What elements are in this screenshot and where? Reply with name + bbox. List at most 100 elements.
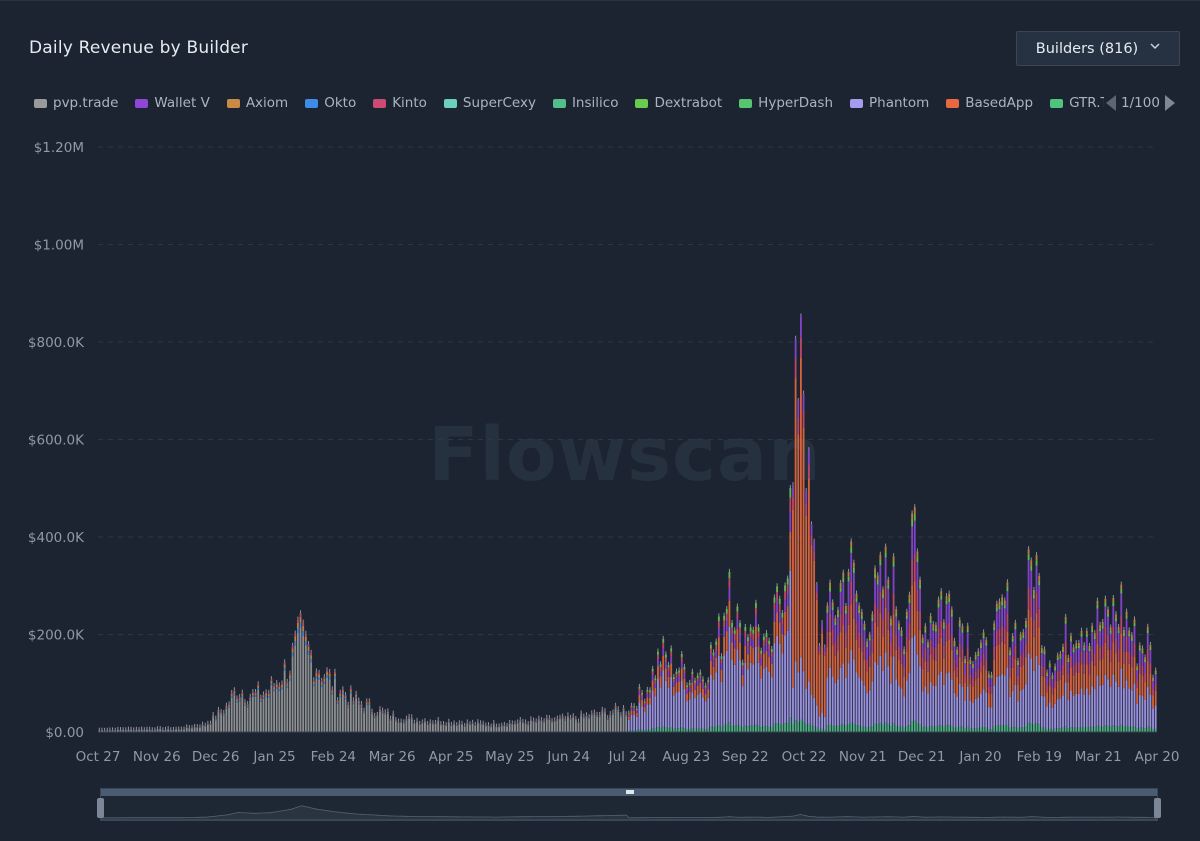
bar-segment — [874, 602, 876, 623]
range-navigator[interactable] — [97, 788, 1161, 821]
bar-segment — [1038, 724, 1041, 732]
bar-segment — [1030, 560, 1033, 566]
bar-segment — [381, 710, 384, 712]
bar-segment — [1043, 649, 1046, 652]
bar-segment — [1104, 598, 1107, 603]
bar-segment — [847, 624, 850, 664]
legend-item-axiom[interactable]: Axiom — [226, 95, 288, 111]
bar-segment — [612, 713, 614, 715]
bar-segment — [680, 654, 683, 658]
bar-segment — [868, 727, 871, 732]
bar-segment — [1083, 645, 1086, 648]
bar-segment — [418, 724, 421, 732]
bar-segment — [723, 636, 726, 656]
legend-item-phantom[interactable]: Phantom — [850, 95, 929, 111]
bar-segment — [386, 711, 389, 714]
bar-segment — [1141, 650, 1144, 654]
bar-segment — [1141, 727, 1144, 732]
bar-segment — [667, 676, 670, 688]
bar-segment — [1120, 633, 1123, 669]
bar-segment — [964, 728, 966, 732]
bar-segment — [233, 695, 236, 732]
bar-segment — [236, 701, 238, 703]
navigator-right-handle[interactable] — [1154, 798, 1161, 818]
bar-segment — [1017, 665, 1019, 676]
bar-segment — [884, 607, 887, 653]
bar-segment — [355, 694, 358, 697]
bar-segment — [752, 648, 755, 665]
bar-segment — [519, 720, 522, 721]
bar-segment — [980, 727, 982, 732]
bar-segment — [717, 725, 720, 732]
bar-segment — [815, 599, 818, 706]
legend-item-dextrabot[interactable]: Dextrabot — [635, 95, 722, 111]
legend-item-pvp-trade[interactable]: pvp.trade — [34, 95, 118, 111]
bar-segment — [609, 715, 612, 717]
navigator-scrollbar[interactable] — [101, 789, 1157, 796]
bar-segment — [768, 671, 771, 727]
legend-item-supercexy[interactable]: SuperCexy — [443, 95, 536, 111]
bar-segment — [484, 726, 487, 732]
bar-segment — [1043, 696, 1046, 728]
bar-segment — [670, 651, 673, 657]
bar-segment — [402, 723, 405, 732]
bar-segment — [831, 602, 834, 607]
bar-segment — [606, 718, 609, 720]
bar-segment — [148, 730, 151, 732]
bar-segment — [596, 716, 598, 717]
bar-segment — [964, 663, 966, 675]
bar-segment — [1046, 692, 1049, 707]
bar-segment — [670, 676, 673, 727]
bar-segment — [199, 727, 201, 732]
bar-segment — [169, 730, 172, 732]
navigator-left-handle[interactable] — [97, 798, 104, 818]
bar-segment — [646, 697, 649, 705]
bar-segment — [778, 622, 781, 644]
bar-segment — [940, 620, 943, 638]
bar-segment — [138, 730, 140, 732]
legend-item-insilico[interactable]: Insilico — [552, 95, 618, 111]
bar-segment — [230, 696, 233, 698]
bar-segment — [1075, 672, 1078, 694]
legend-item-okto[interactable]: Okto — [305, 95, 356, 111]
legend-next-page-icon[interactable] — [1164, 95, 1175, 111]
bar-segment — [368, 703, 371, 706]
bar-segment — [222, 715, 225, 732]
bar-segment — [757, 637, 760, 647]
navigator-grip-icon[interactable] — [626, 790, 634, 794]
legend-item-gtr-tl[interactable]: GTR.Tl — [1050, 95, 1104, 111]
bar-segment — [794, 338, 797, 359]
bar-segment — [1085, 633, 1088, 637]
bar-segment — [829, 587, 831, 592]
bar-segment — [860, 680, 863, 726]
bar-segment — [249, 696, 252, 698]
bar-segment — [625, 716, 628, 732]
legend-item-hyperdash[interactable]: HyperDash — [739, 95, 833, 111]
builders-dropdown-button[interactable]: Builders (816) — [1016, 31, 1180, 66]
bar-segment — [937, 607, 940, 628]
bar-segment — [1017, 660, 1019, 663]
bar-segment — [765, 666, 768, 727]
bar-segment — [307, 654, 310, 732]
bar-segment — [1006, 631, 1009, 668]
bar-segment — [1083, 727, 1086, 732]
bar-segment — [320, 684, 323, 687]
legend-item-kinto[interactable]: Kinto — [373, 95, 427, 111]
legend-prev-page-icon[interactable] — [1106, 95, 1116, 111]
bar-segment — [1019, 640, 1022, 656]
bar-segment — [863, 726, 866, 732]
bar-segment — [969, 700, 972, 729]
bar-segment — [784, 723, 786, 732]
bar-segment — [921, 668, 924, 692]
legend-pager: 1/100 — [1106, 93, 1175, 113]
legend-item-basedapp[interactable]: BasedApp — [946, 95, 1033, 111]
legend-item-wallet-v[interactable]: Wallet V — [135, 95, 210, 111]
bar-segment — [1019, 634, 1022, 638]
bar-segment — [935, 686, 937, 727]
bar-segment — [720, 681, 723, 728]
bar-segment — [492, 724, 495, 732]
bar-segment — [1070, 727, 1072, 732]
bar-segment — [892, 593, 895, 615]
bar-segment — [657, 651, 659, 655]
bar-segment — [1022, 638, 1025, 654]
